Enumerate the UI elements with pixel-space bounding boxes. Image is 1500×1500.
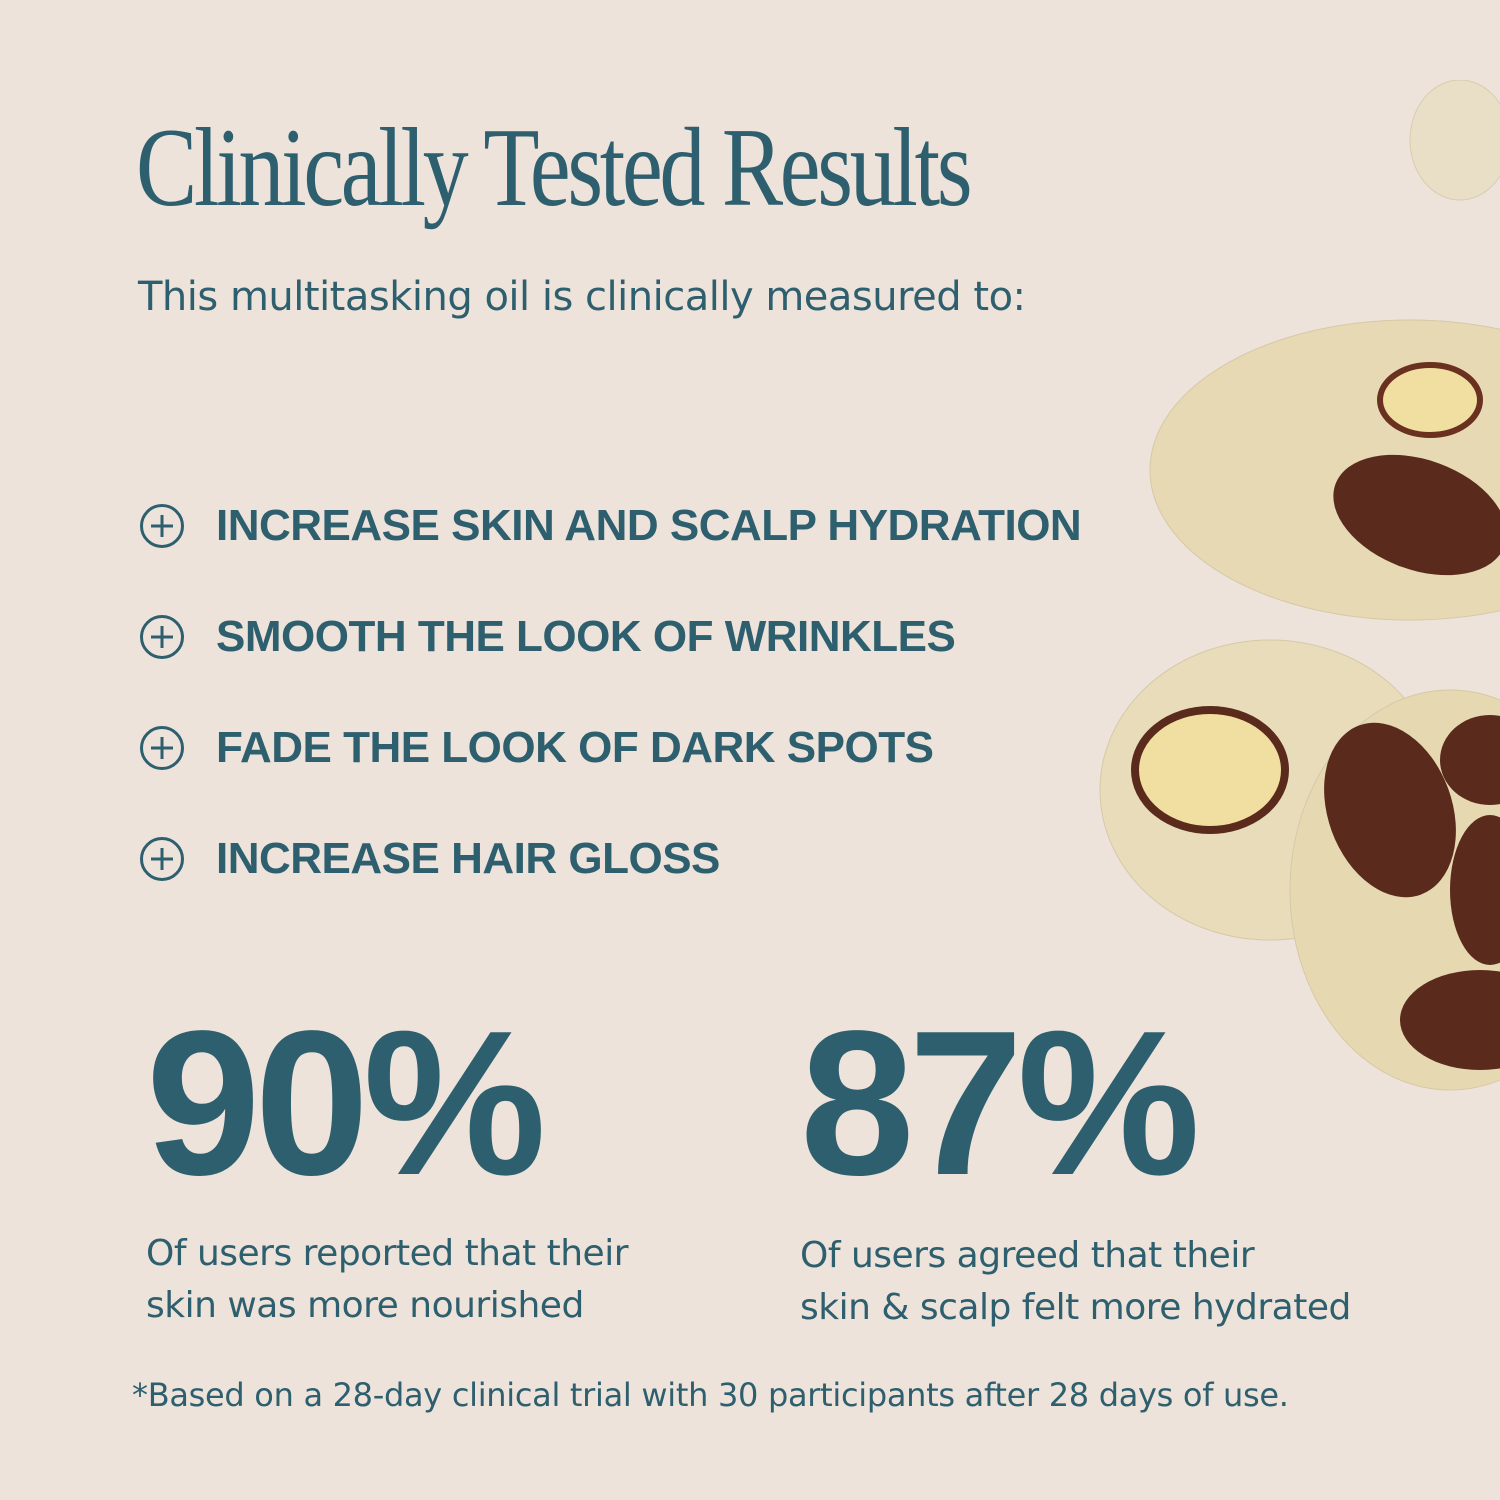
plus-circle-icon (140, 836, 184, 881)
benefit-label: SMOOTH THE LOOK OF WRINKLES (216, 611, 956, 661)
nut-half (1377, 362, 1483, 438)
benefits-list: INCREASE SKIN AND SCALP HYDRATION SMOOTH… (140, 470, 1082, 914)
stat-value: 90% (146, 988, 546, 1218)
stat-nourished: 90% Of users reported that their skin wa… (146, 988, 629, 1332)
benefit-item: INCREASE HAIR GLOSS (140, 803, 1081, 914)
jojoba-nuts-oil-image (1099, 80, 1500, 1091)
page-title: Clinically Tested Results (136, 106, 973, 230)
benefit-item: INCREASE SKIN AND SCALP HYDRATION (140, 470, 1082, 581)
plus-circle-icon (140, 614, 184, 659)
nut (1450, 815, 1500, 965)
stat-hydrated: 87% Of users agreed that their skin & sc… (800, 1000, 1351, 1334)
plus-circle-icon (140, 725, 184, 770)
nut (1440, 715, 1500, 805)
benefit-item: SMOOTH THE LOOK OF WRINKLES (140, 581, 1081, 692)
plus-circle-icon (140, 503, 184, 548)
stat-description-line: skin was more nourished (146, 1285, 584, 1326)
benefit-label: INCREASE HAIR GLOSS (216, 833, 720, 883)
stat-value: 87% (800, 988, 1200, 1218)
nut (1324, 722, 1456, 898)
benefit-item: FADE THE LOOK OF DARK SPOTS (140, 692, 1081, 803)
nut (1400, 970, 1500, 1070)
stat-description-line: skin & scalp felt more hydrated (800, 1287, 1351, 1328)
stat-description-line: Of users reported that their (146, 1233, 629, 1274)
nut (1333, 454, 1500, 576)
oil-drop (1409, 80, 1500, 201)
footnote: *Based on a 28-day clinical trial with 3… (132, 1376, 1289, 1414)
page-subtitle: This multitasking oil is clinically meas… (138, 274, 1026, 320)
benefit-label: INCREASE SKIN AND SCALP HYDRATION (216, 500, 1082, 550)
benefit-label: FADE THE LOOK OF DARK SPOTS (216, 722, 934, 772)
stat-description-line: Of users agreed that their (800, 1235, 1255, 1276)
nut-half (1131, 706, 1289, 834)
